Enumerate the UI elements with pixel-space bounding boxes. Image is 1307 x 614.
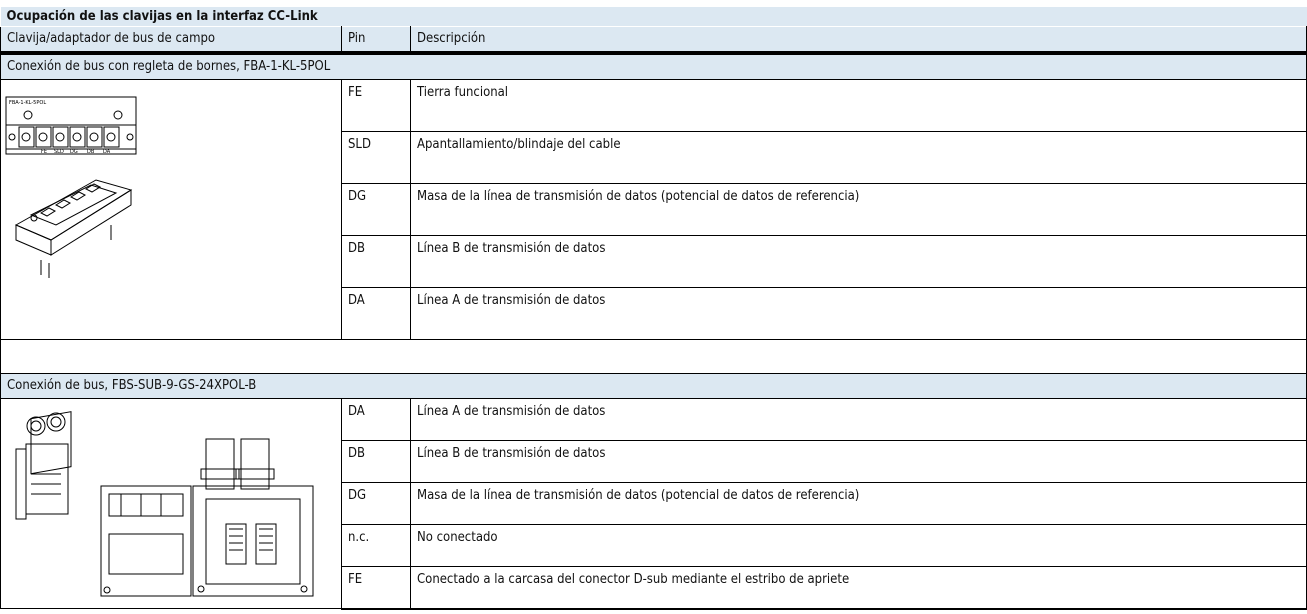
pin: DB: [341, 439, 411, 483]
pin-row: FBA-1-KL-5POL FE SLD DG DB DA FE Tierra f…: [0, 79, 1307, 340]
section-title: Conexión de bus con regleta de bornes, F…: [0, 52, 1307, 80]
pin: SLD: [341, 131, 411, 184]
image-label: SLD: [54, 149, 64, 155]
pin: DA: [341, 398, 411, 441]
pin-row: DG Masa de la línea de transmisión de dat…: [1, 183, 1307, 236]
header-row: Clavija/adaptador de bus de campo Pin De…: [0, 26, 1307, 55]
description: Masa de la línea de transmisión de datos…: [410, 481, 1307, 525]
header-cell: Clavija/adaptador de bus de campo: [0, 26, 342, 55]
section-title: Conexión de bus, FBS-SUB-9-GS-24XPOL-B: [0, 373, 1307, 399]
image-cell: FBA-1-KL-5POL FE SLD DG DB DA: [0, 79, 342, 340]
image-label: DB: [87, 149, 95, 155]
pin: DG: [341, 183, 411, 236]
empty-cell: [0, 339, 1307, 374]
dsub-connector-drawing: [15, 411, 314, 597]
description: Apantallamiento/blindaje del cable: [410, 131, 1307, 184]
pin: DB: [341, 235, 411, 288]
pin-row: DB Línea B de transmisión de datos: [1, 439, 1307, 483]
description: Línea B de transmisión de datos: [410, 235, 1307, 288]
title-row: Ocupación de las clavijas en la interfaz…: [0, 7, 1307, 27]
pin: DA: [341, 287, 411, 340]
section-row: Conexión de bus con regleta de bornes, F…: [0, 52, 1307, 80]
description: Línea A de transmisión de datos: [410, 287, 1307, 340]
pin-row: DA Línea A de transmisión de datos: [0, 398, 1307, 609]
image-cell: [0, 398, 342, 609]
terminal-strip-drawing: FBA-1-KL-5POL FE SLD DG DB DA: [5, 96, 137, 278]
table-title: Ocupación de las clavijas en la interfaz…: [6, 9, 318, 24]
image-label: DA: [103, 149, 111, 155]
pin: n.c.: [341, 523, 411, 567]
pin: FE: [341, 79, 411, 132]
description: Línea B de transmisión de datos: [410, 439, 1307, 483]
description: No conectado: [410, 523, 1307, 567]
pin-row: DB Línea B de transmisión de datos: [1, 235, 1307, 288]
description: Tierra funcional: [410, 79, 1307, 132]
pin-row: SLD Apantallamiento/blindaje del cable: [1, 131, 1307, 184]
section-row: Conexión de bus, FBS-SUB-9-GS-24XPOL-B: [0, 373, 1307, 399]
image-label: DG: [70, 149, 78, 155]
pin-row: FE Conectado a la carcasa del conector D-…: [1, 565, 1307, 610]
pin-table: Ocupación de las clavijas en la interfaz…: [0, 7, 1307, 610]
header-cell: Descripción: [410, 26, 1307, 55]
image-label: FBA-1-KL-5POL: [9, 100, 46, 106]
image-label: FE: [41, 149, 47, 155]
header-cell: Pin: [341, 26, 411, 55]
description: Conectado a la carcasa del conector D-su…: [410, 565, 1307, 610]
description: Línea A de transmisión de datos: [410, 398, 1307, 441]
pin: FE: [341, 565, 411, 610]
pin-row: DG Masa de la línea de transmisión de dat…: [1, 481, 1307, 525]
description: Masa de la línea de transmisión de datos…: [410, 183, 1307, 236]
spacer-row: [0, 339, 1307, 374]
pin: DG: [341, 481, 411, 525]
